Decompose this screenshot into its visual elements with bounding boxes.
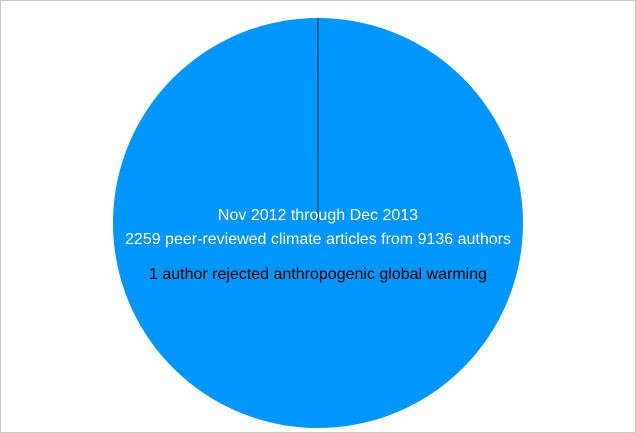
pie bbox=[112, 17, 523, 429]
annotation: 1 author rejected anthropogenic global w… bbox=[149, 266, 487, 283]
annotation: Nov 2012 through Dec 2013 bbox=[218, 207, 418, 224]
annotation: 2259 peer-reviewed climate articles from… bbox=[125, 231, 511, 248]
